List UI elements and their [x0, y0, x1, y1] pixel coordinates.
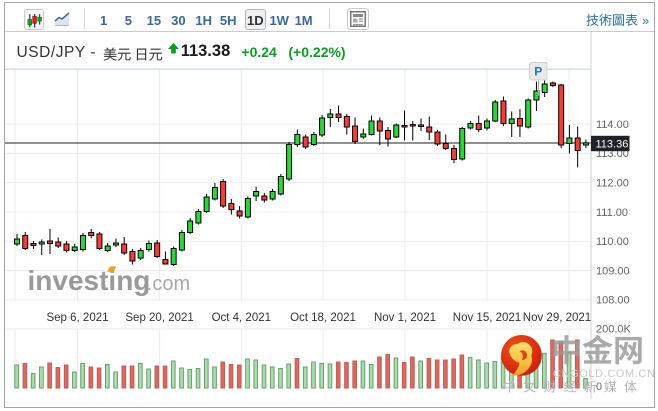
svg-text:114.00: 114.00 [596, 119, 629, 131]
svg-text:CNGOLD.COM.CN: CNGOLD.COM.CN [553, 368, 656, 380]
svg-text:111.00: 111.00 [596, 207, 628, 219]
svg-text:Oct 4, 2021: Oct 4, 2021 [212, 312, 271, 324]
svg-text:»: » [642, 13, 649, 28]
svg-text:Sep 6, 2021: Sep 6, 2021 [46, 312, 108, 324]
svg-text:113.36: 113.36 [596, 138, 629, 150]
svg-text:109.00: 109.00 [596, 265, 630, 277]
svg-text:Nov 15, 2021: Nov 15, 2021 [453, 312, 521, 324]
svg-text:112.00: 112.00 [596, 178, 629, 190]
svg-text:108.00: 108.00 [596, 295, 630, 307]
svg-text:Nov 1, 2021: Nov 1, 2021 [374, 312, 436, 324]
svg-text:110.00: 110.00 [596, 236, 629, 248]
svg-text:0: 0 [596, 381, 602, 393]
svg-text:investing: investing [28, 265, 151, 296]
svg-text:Nov 29, 2021: Nov 29, 2021 [523, 312, 591, 324]
svg-text:.com: .com [147, 273, 190, 295]
svg-text:P: P [534, 65, 542, 79]
svg-text:200.0K: 200.0K [596, 323, 632, 335]
svg-text:Sep 20, 2021: Sep 20, 2021 [125, 312, 193, 324]
svg-text:Oct 18, 2021: Oct 18, 2021 [290, 312, 356, 324]
